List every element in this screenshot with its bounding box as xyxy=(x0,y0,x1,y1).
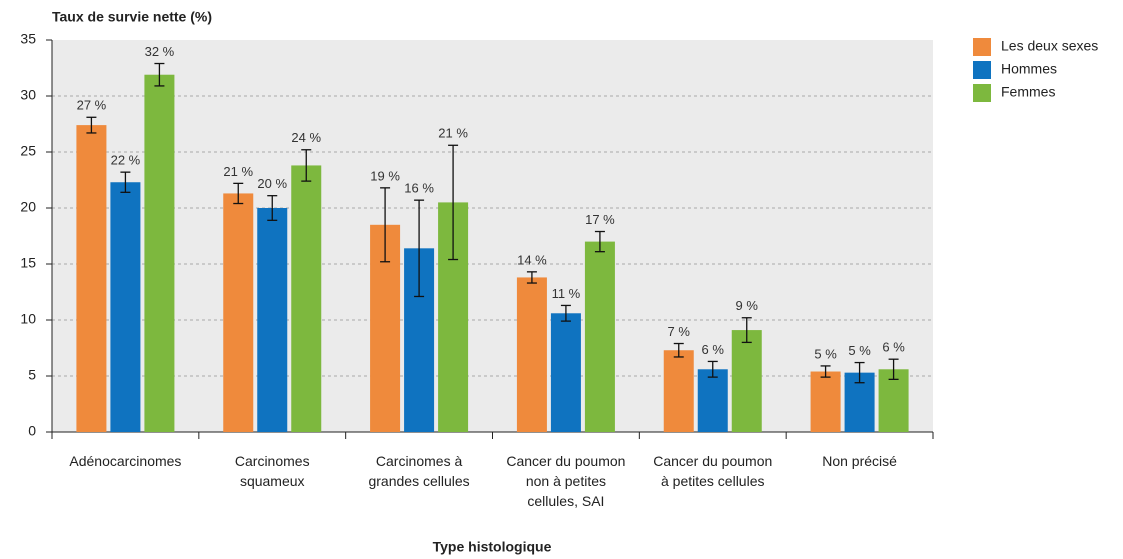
value-label: 9 % xyxy=(736,298,759,313)
error-bar xyxy=(154,62,165,87)
x-tick-label-line: à petites cellules xyxy=(661,473,765,489)
x-tick-label: Carcinomes squameux xyxy=(235,453,310,489)
bar xyxy=(144,74,175,432)
x-tick-label-line: Cancer du poumon xyxy=(653,453,772,469)
value-label: 14 % xyxy=(517,252,547,267)
x-tick-label-line: grandes cellules xyxy=(368,473,469,489)
bar xyxy=(223,193,254,432)
error-bar xyxy=(233,182,244,205)
plot-area xyxy=(52,40,933,432)
value-label: 22 % xyxy=(111,153,141,168)
error-bar xyxy=(414,199,425,298)
legend-swatch xyxy=(973,84,991,102)
value-label: 17 % xyxy=(585,212,615,227)
error-bar xyxy=(267,195,278,221)
y-tick-label: 25 xyxy=(20,143,36,159)
value-label: 27 % xyxy=(77,98,107,113)
x-tick-label-line: Non précisé xyxy=(822,453,897,469)
y-tick-label: 15 xyxy=(20,255,36,271)
value-label: 20 % xyxy=(257,176,287,191)
legend-swatch xyxy=(973,61,991,79)
error-bar xyxy=(301,149,312,182)
x-tick-label: Carcinomes à grandes cellules xyxy=(368,453,469,489)
value-label: 32 % xyxy=(145,44,175,59)
legend-label: Les deux sexes xyxy=(1001,38,1098,54)
value-label: 21 % xyxy=(223,164,253,179)
error-bar xyxy=(854,361,865,384)
bar xyxy=(663,350,694,432)
error-bar xyxy=(526,271,537,284)
value-label: 6 % xyxy=(702,342,725,357)
error-bar xyxy=(707,360,718,378)
legend-label: Hommes xyxy=(1001,61,1057,77)
value-label: 21 % xyxy=(438,126,468,141)
y-tick-label: 20 xyxy=(20,199,36,215)
value-label: 24 % xyxy=(291,130,321,145)
x-tick-label-line: cellules, SAI xyxy=(527,493,604,509)
legend-label: Femmes xyxy=(1001,84,1055,100)
y-tick-label: 10 xyxy=(20,311,36,327)
bar xyxy=(76,125,107,433)
x-tick-label-line: Adénocarcinomes xyxy=(69,453,181,469)
value-label: 16 % xyxy=(404,181,434,196)
value-label: 11 % xyxy=(552,286,581,301)
bar xyxy=(110,182,141,432)
error-bar xyxy=(888,358,899,381)
error-bar xyxy=(673,342,684,358)
error-bar xyxy=(820,365,831,378)
error-bar xyxy=(741,317,752,344)
bar xyxy=(697,369,728,432)
legend-swatch xyxy=(973,38,991,56)
bar xyxy=(291,165,322,432)
x-tick-label: Non précisé xyxy=(822,453,897,469)
x-axis-title: Type histologique xyxy=(433,539,552,555)
error-bar xyxy=(560,304,571,322)
y-tick-label: 0 xyxy=(28,423,36,439)
y-tick-label: 35 xyxy=(20,31,36,47)
value-label: 7 % xyxy=(668,324,691,339)
x-tick-label: Adénocarcinomes xyxy=(69,453,181,469)
y-tick-label: 30 xyxy=(20,87,36,103)
bar xyxy=(810,371,841,432)
x-tick-label-line: Carcinomes xyxy=(235,453,310,469)
error-bar xyxy=(448,144,459,261)
error-bar xyxy=(380,187,391,263)
value-label: 19 % xyxy=(370,168,400,183)
value-label: 5 % xyxy=(848,343,871,358)
bar xyxy=(731,330,762,432)
error-bar xyxy=(120,171,131,193)
x-tick-label-line: non à petites xyxy=(526,473,606,489)
value-label: 5 % xyxy=(814,346,837,361)
bar xyxy=(584,241,615,432)
error-bar xyxy=(594,230,605,253)
x-tick-label-line: Cancer du poumon xyxy=(506,453,625,469)
value-label: 6 % xyxy=(882,340,905,355)
x-tick-label-line: Carcinomes à xyxy=(376,453,463,469)
y-axis-title: Taux de survie nette (%) xyxy=(52,9,212,25)
bar xyxy=(257,208,288,432)
bar xyxy=(550,313,581,432)
x-tick-label: Cancer du poumon à petites cellules xyxy=(653,453,772,489)
y-tick-label: 5 xyxy=(28,367,36,383)
error-bar xyxy=(86,116,97,134)
x-tick-label: Cancer du poumon non à petites cellules, S… xyxy=(506,453,625,509)
x-tick-label-line: squameux xyxy=(240,473,305,489)
bar xyxy=(516,277,547,432)
